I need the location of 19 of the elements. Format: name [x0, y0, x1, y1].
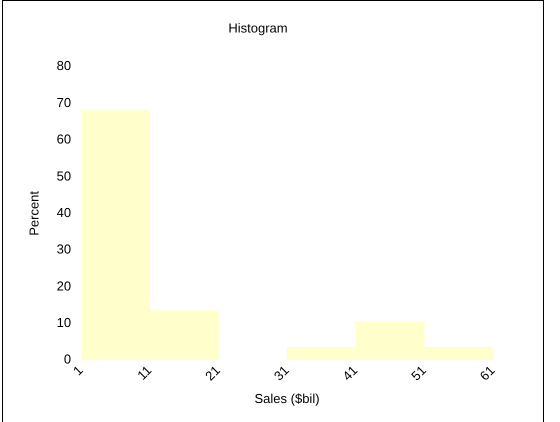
y-tick-label: 10 [56, 315, 72, 330]
x-tick-label: 41 [340, 362, 360, 384]
x-tick-label: 11 [134, 362, 154, 383]
x-tick-label: 51 [408, 362, 429, 384]
x-axis-title: Sales ($bil) [254, 390, 320, 406]
x-tick-label: 1 [70, 362, 86, 378]
x-tick-label: 61 [476, 362, 498, 384]
x-tick-label: 21 [202, 362, 224, 384]
y-tick-label: 70 [56, 94, 72, 110]
x-tick-label: 31 [270, 362, 292, 384]
y-tick-label: 20 [56, 278, 72, 294]
y-tick-label: 30 [56, 242, 72, 257]
chart-title: Histogram [228, 20, 288, 36]
y-axis-title: Percent [26, 190, 42, 236]
y-tick-label: 40 [56, 204, 72, 220]
y-tick-label: 50 [56, 168, 72, 184]
y-tick-label: 0 [64, 352, 72, 367]
y-tick-label: 60 [56, 132, 72, 147]
y-tick-label: 80 [56, 58, 72, 74]
